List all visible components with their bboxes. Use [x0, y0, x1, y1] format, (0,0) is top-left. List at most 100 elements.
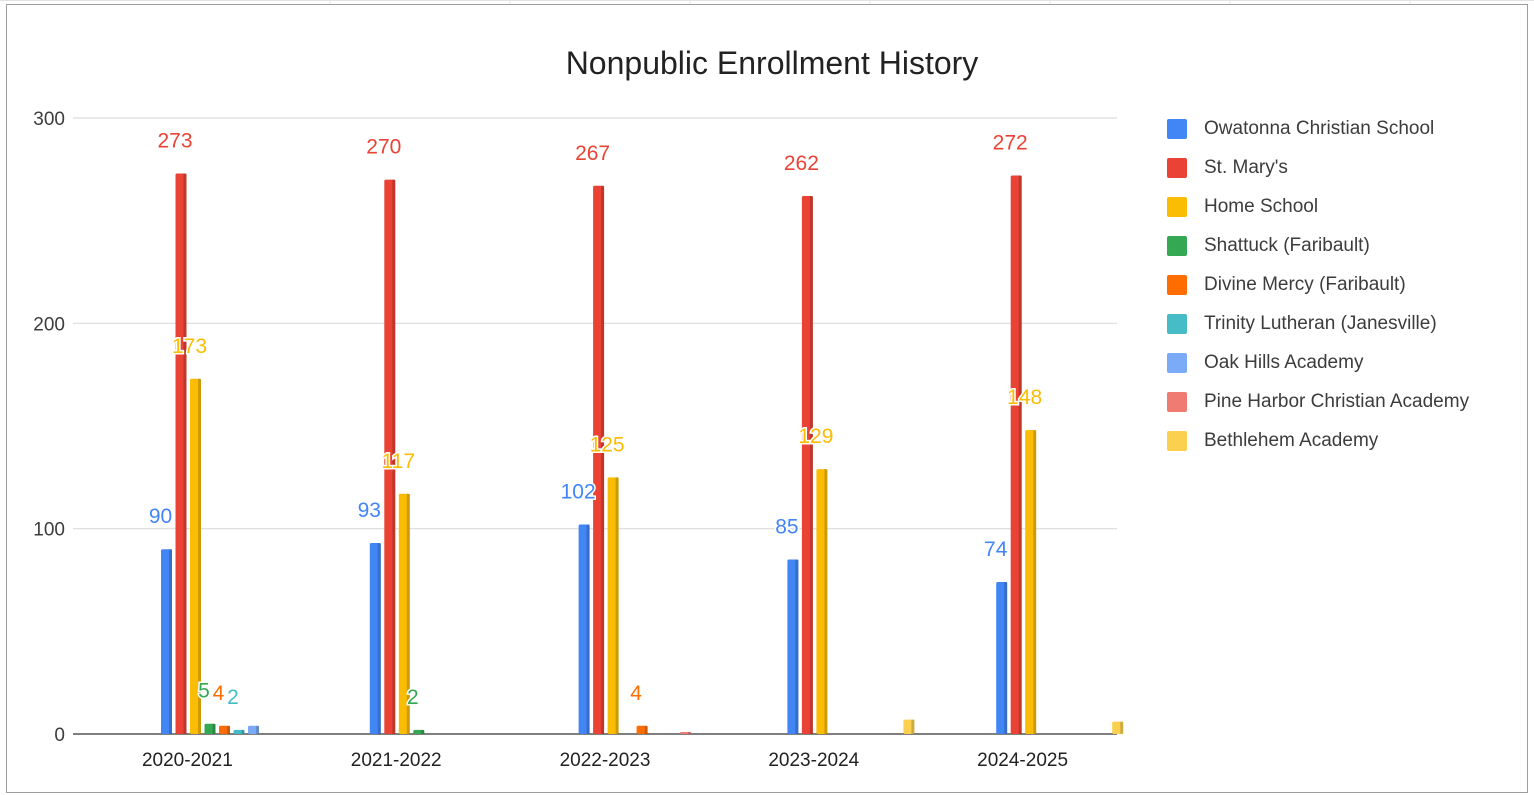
data-label: 272	[993, 131, 1028, 154]
data-label: 270	[366, 136, 401, 159]
legend-label: Shattuck (Faribault)	[1204, 234, 1370, 256]
y-tick-label: 200	[33, 314, 65, 335]
y-tick-label: 0	[54, 725, 65, 746]
bar	[219, 725, 230, 734]
bar-shade	[421, 729, 425, 734]
x-tick-label: 2021-2022	[351, 750, 442, 771]
bar-shade	[809, 196, 813, 734]
bar	[233, 729, 245, 734]
bar	[801, 196, 813, 734]
x-tick-label: 2020-2021	[142, 750, 233, 771]
bar-shade	[198, 378, 201, 734]
legend-label: St. Mary's	[1204, 156, 1288, 178]
bar	[816, 469, 828, 734]
data-label: 2	[227, 686, 239, 709]
data-label: 93	[358, 499, 381, 522]
bar-shade	[1018, 175, 1022, 734]
data-label: 262	[784, 152, 819, 175]
bar	[413, 729, 425, 734]
bar-shade	[615, 477, 619, 734]
legend-swatch	[1167, 431, 1187, 452]
legend-item: Pine Harbor Christian Academy	[1167, 383, 1527, 422]
legend-swatch	[1167, 353, 1187, 374]
bar	[607, 477, 619, 734]
data-label: 273	[157, 129, 192, 152]
bar	[190, 378, 201, 734]
bar	[161, 549, 172, 734]
bar	[787, 559, 799, 734]
bar-shade	[824, 469, 828, 734]
bar-shade	[911, 719, 915, 734]
legend-item: Oak Hills Academy	[1167, 344, 1527, 383]
bar-shade	[1033, 430, 1037, 734]
chart-container[interactable]: Nonpublic Enrollment History 0 100 200 300 …	[6, 4, 1528, 793]
bar-shade	[377, 543, 381, 734]
legend-item: Bethlehem Academy	[1167, 422, 1527, 461]
bar	[578, 524, 590, 734]
bar	[996, 582, 1008, 734]
bar-shade	[227, 725, 230, 734]
legend-label: Bethlehem Academy	[1204, 430, 1379, 452]
data-label: 173	[172, 335, 207, 358]
data-label: 102	[561, 481, 596, 504]
legend-label: Home School	[1204, 195, 1319, 217]
bar	[204, 723, 216, 734]
data-label: 125	[590, 433, 625, 456]
bar-shade	[688, 731, 692, 734]
bar-shade	[169, 549, 172, 734]
bar	[369, 543, 381, 734]
bar-shade	[1120, 721, 1124, 734]
bar-chart: Nonpublic Enrollment History 0100200300 …	[33, 45, 1124, 771]
data-label: 117	[382, 450, 415, 473]
legend-label: Divine Mercy (Faribault)	[1204, 273, 1406, 295]
y-tick-label: 300	[33, 109, 65, 130]
bars	[161, 173, 1124, 735]
bar	[636, 725, 648, 734]
data-label: 90	[149, 505, 172, 528]
legend-item: Shattuck (Faribault)	[1167, 226, 1527, 265]
bar-shade	[644, 725, 648, 734]
legend-swatch	[1167, 196, 1187, 217]
bar-shade	[601, 185, 605, 734]
bar	[1010, 175, 1022, 734]
bar	[680, 731, 692, 734]
data-label: 5	[198, 680, 210, 703]
data-label: 4	[213, 682, 225, 705]
legend-swatch	[1167, 274, 1187, 295]
data-label: 129	[798, 425, 833, 448]
x-tick-label: 2023-2024	[768, 750, 859, 771]
bar-shade	[586, 524, 590, 734]
data-label: 85	[775, 515, 798, 538]
bar	[248, 725, 259, 734]
data-label: 2	[407, 686, 419, 709]
chart-title: Nonpublic Enrollment History	[566, 45, 979, 81]
bar-shade	[256, 725, 259, 734]
y-axis-ticks: 0 100 200 300	[33, 109, 65, 746]
x-tick-label: 2022-2023	[560, 750, 651, 771]
bar	[398, 493, 410, 734]
bar	[593, 185, 605, 734]
legend-swatch	[1167, 392, 1187, 413]
bar	[175, 173, 187, 734]
legend-label: Pine Harbor Christian Academy	[1204, 391, 1470, 413]
bar	[1112, 721, 1124, 734]
bar-shade	[392, 179, 396, 735]
legend-label: Oak Hills Academy	[1204, 352, 1364, 374]
data-label: 148	[1007, 386, 1042, 409]
data-label: 74	[984, 538, 1008, 561]
bar	[384, 179, 396, 735]
legend-swatch	[1167, 157, 1187, 178]
bar-shade	[1004, 582, 1008, 734]
legend-item: Trinity Lutheran (Janesville)	[1167, 304, 1527, 343]
legend-item: St. Mary's	[1167, 148, 1527, 187]
legend-swatch	[1167, 118, 1187, 139]
bar	[1025, 430, 1037, 734]
legend-label: Owatonna Christian School	[1204, 117, 1435, 139]
legend: Owatonna Christian School St. Mary's Home …	[1167, 109, 1527, 461]
legend-swatch	[1167, 235, 1187, 256]
bar-shade	[406, 493, 410, 734]
x-axis-ticks: 2020-2021 2021-2022 2022-2023 2023-2024 2024…	[142, 750, 1068, 771]
y-tick-label: 100	[33, 520, 65, 541]
